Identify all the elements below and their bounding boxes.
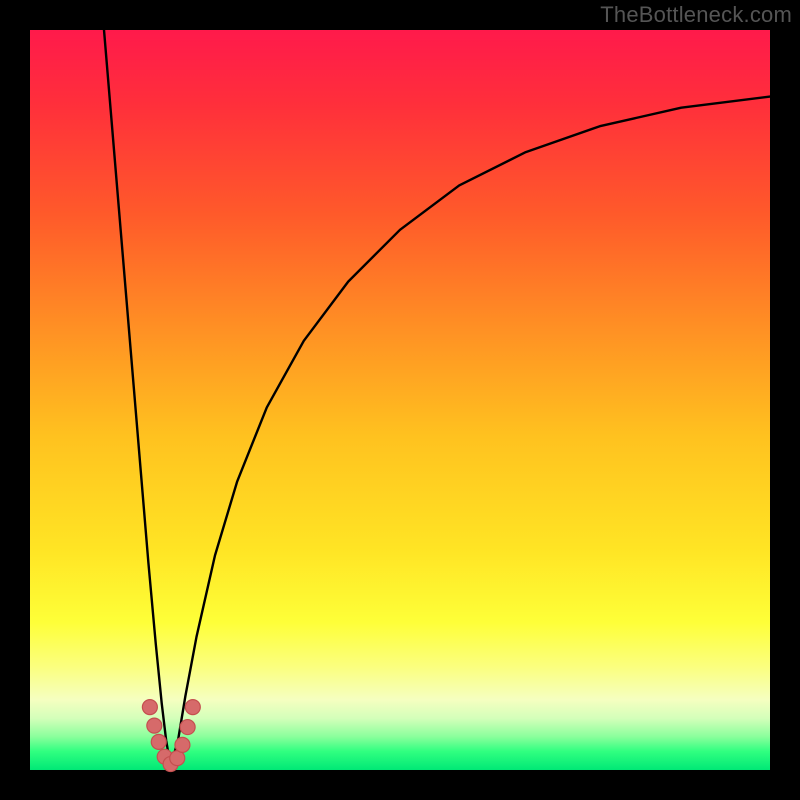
marker-dot [147, 718, 162, 733]
marker-dot [175, 737, 190, 752]
plot-gradient-bg [30, 30, 770, 770]
bottleneck-chart [0, 0, 800, 800]
marker-dot [151, 734, 166, 749]
marker-dot [185, 700, 200, 715]
watermark-text: TheBottleneck.com [600, 2, 792, 28]
marker-dot [142, 700, 157, 715]
chart-stage: TheBottleneck.com [0, 0, 800, 800]
marker-dot [180, 720, 195, 735]
